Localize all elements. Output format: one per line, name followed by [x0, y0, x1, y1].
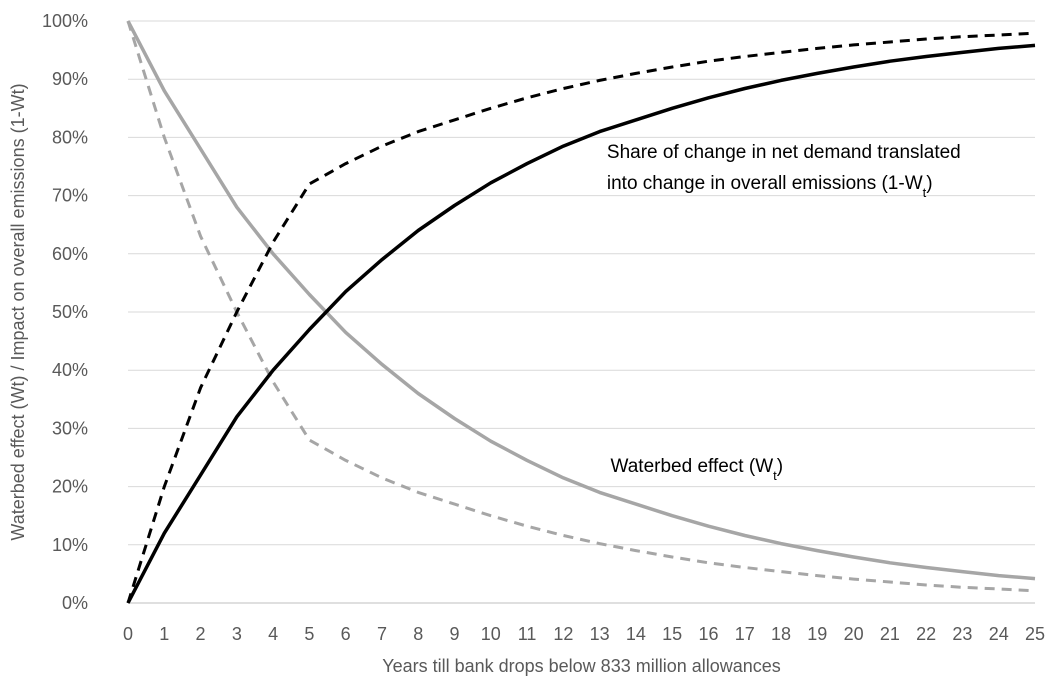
annotation-share-line1: Share of change in net demand translated: [607, 142, 961, 163]
y-tick-label: 30%: [52, 418, 88, 438]
x-axis-ticks: 0 1 2 3 4 5 6 7 8 9 10 11 12 13 14 15 16 17 18 19 20 21 22 23 24…: [123, 624, 1045, 644]
annotation-share-line2: into change in overall emissions (1-Wt): [607, 173, 933, 200]
x-axis-title: Years till bank drops below 833 million …: [382, 656, 781, 676]
x-tick-label: 0: [123, 624, 133, 644]
gridlines: [128, 20, 1035, 546]
annotation-share-suffix: ): [926, 173, 932, 194]
annotation-waterbed-subscript: t: [773, 468, 777, 483]
x-tick-label: 20: [844, 624, 864, 644]
y-tick-label: 70%: [52, 186, 88, 206]
x-tick-label: 6: [341, 624, 351, 644]
x-tick-label: 12: [553, 624, 573, 644]
y-tick-label: 60%: [52, 244, 88, 264]
x-tick-label: 16: [698, 624, 718, 644]
series-line-dashed-black: [126, 31, 1036, 604]
x-tick-label: 14: [626, 624, 646, 644]
y-tick-label: 90%: [52, 69, 88, 89]
series: [126, 20, 1036, 604]
x-tick-label: 18: [771, 624, 791, 644]
x-tick-label: 1: [159, 624, 169, 644]
x-tick-label: 23: [952, 624, 972, 644]
y-tick-label: 10%: [52, 535, 88, 555]
y-tick-label: 20%: [52, 477, 88, 497]
x-tick-label: 24: [989, 624, 1009, 644]
x-tick-label: 21: [880, 624, 900, 644]
y-tick-label: 80%: [52, 127, 88, 147]
series-line-solid-grey: [126, 20, 1036, 581]
x-tick-label: 19: [807, 624, 827, 644]
x-tick-label: 17: [735, 624, 755, 644]
x-tick-label: 7: [377, 624, 387, 644]
y-tick-label: 100%: [42, 11, 88, 31]
x-tick-label: 3: [232, 624, 242, 644]
x-tick-label: 13: [590, 624, 610, 644]
x-tick-label: 5: [304, 624, 314, 644]
y-tick-label: 50%: [52, 302, 88, 322]
annotation-waterbed-prefix: Waterbed effect (W: [611, 456, 774, 477]
annotation-waterbed-text: Waterbed effect (Wt): [611, 456, 784, 483]
x-tick-label: 8: [413, 624, 423, 644]
annotation-share-subscript: t: [923, 184, 927, 199]
annotation-waterbed-suffix: ): [777, 456, 783, 477]
x-tick-label: 2: [196, 624, 206, 644]
annotation-share: Share of change in net demand translated…: [607, 142, 961, 200]
x-tick-label: 4: [268, 624, 278, 644]
annotation-share-line2-text: into change in overall emissions (1-W: [607, 173, 923, 194]
y-tick-label: 0%: [62, 593, 88, 613]
x-tick-label: 25: [1025, 624, 1045, 644]
series-line-solid-black: [126, 43, 1036, 604]
x-tick-label: 11: [518, 624, 537, 644]
y-axis-ticks: 0% 10% 20% 30% 40% 50% 60% 70% 80% 90% 100%: [42, 11, 88, 613]
x-tick-label: 22: [916, 624, 936, 644]
x-tick-label: 9: [450, 624, 460, 644]
series-line-dashed-grey: [126, 20, 1036, 593]
x-tick-label: 10: [481, 624, 501, 644]
x-tick-label: 15: [662, 624, 682, 644]
annotation-waterbed: Waterbed effect (Wt): [611, 456, 784, 483]
y-tick-label: 40%: [52, 360, 88, 380]
y-axis-title: Waterbed effect (Wt) / Impact on overall…: [8, 83, 28, 540]
